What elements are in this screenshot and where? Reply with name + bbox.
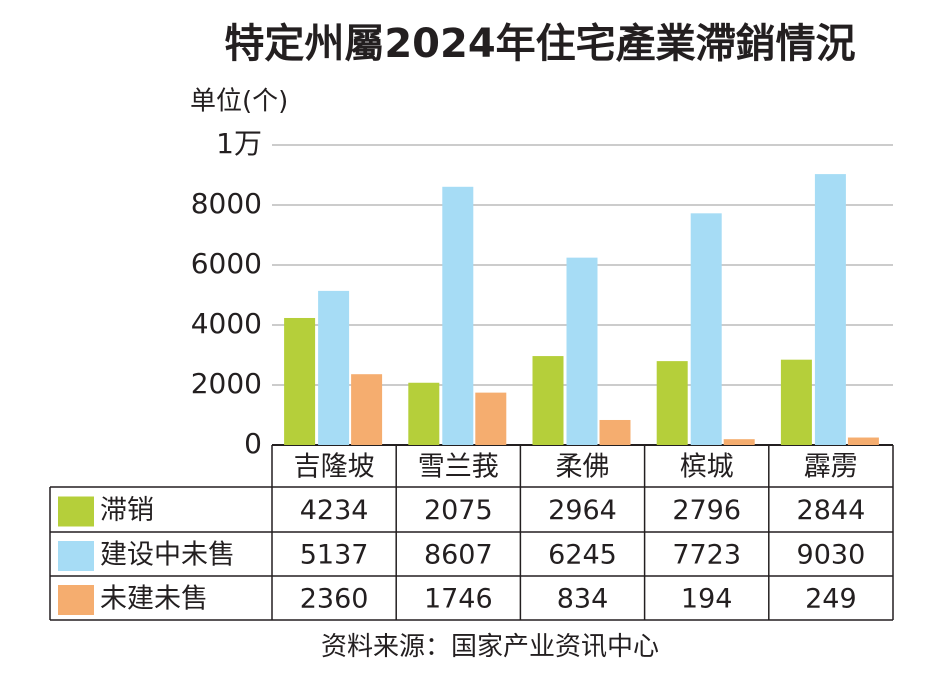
- table-value: 834: [557, 584, 609, 615]
- bar: [599, 419, 631, 445]
- bar: [318, 290, 350, 445]
- x-tick-label: 柔佛: [556, 452, 610, 483]
- table-value: 4234: [300, 495, 369, 526]
- table-value: 5137: [300, 540, 369, 571]
- x-tick-label: 雪兰莪: [418, 452, 499, 483]
- y-axis-label: 单位(个): [190, 87, 288, 117]
- table-value: 2075: [424, 495, 493, 526]
- table-value: 7723: [672, 540, 741, 571]
- bar: [442, 186, 474, 446]
- legend-label: 建设中未售: [100, 540, 235, 571]
- bar: [475, 392, 507, 445]
- table-value: 1746: [424, 584, 493, 615]
- legend-swatch: [58, 496, 94, 527]
- table-value: 9030: [797, 540, 866, 571]
- bar: [532, 356, 564, 445]
- legend-swatch: [58, 585, 94, 615]
- y-tick-label: 2000: [191, 367, 262, 400]
- y-tick-label: 8000: [191, 187, 262, 220]
- table-value: 194: [681, 584, 733, 615]
- source: 资料来源：国家产业资讯中心: [321, 632, 659, 662]
- table-value: 8607: [424, 540, 493, 571]
- legend-label: 滞销: [100, 495, 154, 526]
- bar: [780, 359, 812, 445]
- bar: [566, 257, 598, 445]
- bar: [284, 317, 316, 445]
- table-value: 2796: [672, 495, 741, 526]
- chart-title: 特定州屬2024年住宅產業滯銷情況: [224, 21, 855, 67]
- bar: [723, 439, 755, 445]
- table-value: 249: [805, 584, 857, 615]
- x-tick-label: 吉隆坡: [294, 452, 375, 483]
- bar: [690, 213, 722, 445]
- legend-label: 未建未售: [100, 584, 208, 615]
- table-value: 2360: [300, 584, 369, 615]
- bar: [351, 374, 383, 445]
- y-tick-label: 0: [244, 427, 262, 460]
- table-value: 2844: [797, 495, 866, 526]
- bar: [847, 437, 879, 445]
- legend-swatch: [58, 541, 94, 571]
- bar: [656, 361, 688, 445]
- y-tick-label: 4000: [191, 307, 262, 340]
- bar: [408, 382, 440, 445]
- x-tick-label: 槟城: [680, 452, 734, 483]
- table-value: 2964: [548, 495, 617, 526]
- y-tick-label: 1万: [216, 127, 262, 160]
- bar: [814, 174, 846, 445]
- table-value: 6245: [548, 540, 617, 571]
- x-tick-label: 霹雳: [804, 452, 858, 483]
- y-tick-label: 6000: [191, 247, 262, 280]
